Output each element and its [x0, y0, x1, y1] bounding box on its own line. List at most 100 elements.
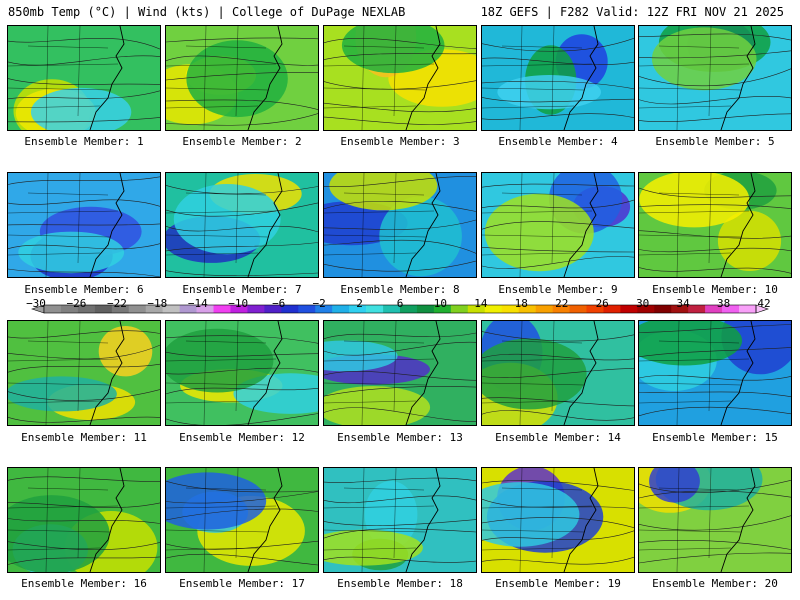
colorbar-swatch — [416, 305, 435, 313]
ensemble-member-map — [638, 467, 792, 573]
colorbar-tick-label: −10 — [228, 297, 249, 310]
colorbar-swatch — [315, 305, 333, 313]
ensemble-member-map — [323, 320, 477, 426]
colorbar-swatch — [467, 305, 486, 313]
colorbar-swatch — [44, 305, 62, 313]
ensemble-member-map — [481, 25, 635, 131]
ensemble-member-label: Ensemble Member: 14 — [495, 431, 621, 444]
run-valid-time: 18Z GEFS | F282 Valid: 12Z FRI NOV 21 20… — [480, 5, 784, 19]
colorbar-tick-label: 6 — [396, 297, 404, 310]
ensemble-member-label: Ensemble Member: 16 — [21, 577, 147, 590]
colorbar-swatch — [671, 305, 689, 313]
ensemble-member-map — [638, 172, 792, 278]
colorbar-tick-label: 10 — [433, 297, 448, 310]
colorbar-swatch — [247, 305, 265, 313]
ensemble-member-label: Ensemble Member: 5 — [655, 135, 775, 148]
colorbar-tick-label: −18 — [147, 297, 168, 310]
ensemble-member-map — [638, 320, 792, 426]
colorbar-tick-label: −14 — [187, 297, 208, 310]
product-title: 850mb Temp (°C) | Wind (kts) | College o… — [8, 5, 406, 19]
colorbar-swatch — [620, 305, 638, 313]
temperature-colorbar — [8, 296, 792, 322]
colorbar-swatch — [213, 305, 231, 313]
ensemble-member-label: Ensemble Member: 20 — [652, 577, 778, 590]
colorbar-tick-label: −30 — [26, 297, 46, 310]
ensemble-member-label: Ensemble Member: 9 — [498, 283, 618, 296]
colorbar-swatch — [162, 305, 180, 313]
colorbar-swatch — [722, 305, 740, 313]
colorbar-swatch — [128, 305, 147, 313]
colorbar-swatch — [145, 305, 163, 313]
colorbar-swatch — [705, 305, 723, 313]
ensemble-member-map — [7, 320, 161, 426]
colorbar-swatch — [366, 305, 384, 313]
ensemble-member-map — [165, 25, 319, 131]
colorbar-swatch — [535, 305, 553, 313]
ensemble-member-map — [481, 320, 635, 426]
colorbar-tick-label: 14 — [474, 297, 488, 310]
colorbar-swatch — [586, 305, 604, 313]
ensemble-member-map — [165, 467, 319, 573]
ensemble-member-map — [165, 172, 319, 278]
colorbar-tick-label: −22 — [106, 297, 127, 310]
ensemble-member-label: Ensemble Member: 15 — [652, 431, 778, 444]
colorbar-tick-label: 26 — [595, 297, 609, 310]
colorbar-swatch — [450, 305, 469, 313]
colorbar-swatch — [281, 305, 299, 313]
colorbar-swatch — [332, 305, 350, 313]
ensemble-member-label: Ensemble Member: 10 — [652, 283, 778, 296]
ensemble-member-map — [7, 172, 161, 278]
colorbar-swatch — [400, 305, 418, 313]
colorbar-swatch — [569, 305, 587, 313]
colorbar-swatch — [298, 305, 316, 313]
colorbar-tick-label: −6 — [272, 297, 286, 310]
colorbar-swatch — [111, 305, 130, 313]
colorbar-tick-label: 2 — [356, 297, 363, 310]
colorbar-swatch — [637, 305, 655, 313]
ensemble-member-label: Ensemble Member: 13 — [337, 431, 463, 444]
ensemble-member-label: Ensemble Member: 7 — [182, 283, 302, 296]
ensemble-member-label: Ensemble Member: 4 — [498, 135, 618, 148]
ensemble-member-label: Ensemble Member: 6 — [24, 283, 144, 296]
colorbar-swatch — [688, 305, 706, 313]
colorbar-swatch — [484, 305, 503, 313]
colorbar-tick-label: 38 — [716, 297, 731, 310]
colorbar-swatch — [60, 305, 79, 313]
ensemble-member-map — [638, 25, 792, 131]
ensemble-member-label: Ensemble Member: 1 — [24, 135, 144, 148]
colorbar-swatch — [264, 305, 282, 313]
colorbar-tick-label: 22 — [555, 297, 569, 310]
ensemble-member-map — [7, 467, 161, 573]
colorbar-swatch — [654, 305, 672, 313]
ensemble-member-map — [323, 467, 477, 573]
ensemble-member-label: Ensemble Member: 19 — [495, 577, 621, 590]
ensemble-member-map — [165, 320, 319, 426]
colorbar-tick-label: −2 — [312, 297, 326, 310]
colorbar-swatch — [383, 305, 401, 313]
colorbar-tick-label: 34 — [676, 297, 690, 310]
ensemble-member-map — [7, 25, 161, 131]
colorbar-swatch — [603, 305, 621, 313]
ensemble-member-map — [323, 172, 477, 278]
ensemble-member-label: Ensemble Member: 18 — [337, 577, 463, 590]
colorbar-swatch — [94, 305, 113, 313]
ensemble-member-label: Ensemble Member: 11 — [21, 431, 147, 444]
ensemble-member-label: Ensemble Member: 3 — [340, 135, 460, 148]
ensemble-member-label: Ensemble Member: 2 — [182, 135, 302, 148]
colorbar-swatch — [230, 305, 248, 313]
header: 850mb Temp (°C) | Wind (kts) | College o… — [0, 0, 800, 22]
ensemble-member-label: Ensemble Member: 8 — [340, 283, 460, 296]
colorbar-swatch — [739, 305, 757, 313]
colorbar-swatch — [179, 305, 197, 313]
ensemble-member-map — [481, 467, 635, 573]
ensemble-member-label: Ensemble Member: 12 — [179, 431, 305, 444]
ensemble-member-label: Ensemble Member: 17 — [179, 577, 305, 590]
colorbar-tick-label: 30 — [636, 297, 650, 310]
colorbar-swatch — [196, 305, 214, 313]
colorbar-swatch — [501, 305, 519, 313]
ensemble-member-map — [481, 172, 635, 278]
colorbar-tick-label: 18 — [514, 297, 528, 310]
colorbar-swatch — [552, 305, 570, 313]
colorbar-swatch — [433, 305, 452, 313]
colorbar-swatch — [349, 305, 367, 313]
